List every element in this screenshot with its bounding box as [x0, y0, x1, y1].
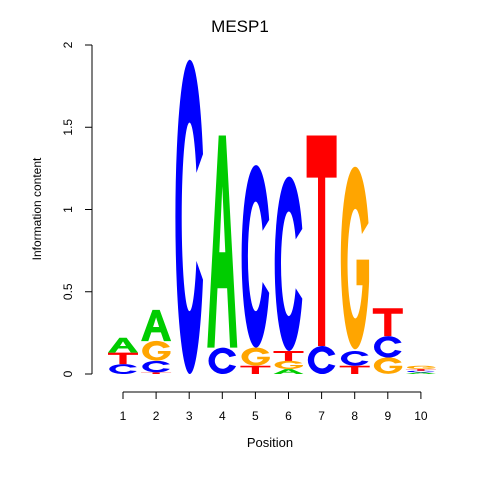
- logo-letter-t: [273, 350, 304, 361]
- logo-letter-c: [407, 370, 435, 373]
- x-tick-label: 8: [351, 409, 358, 423]
- x-tick-label: 5: [252, 409, 259, 423]
- logo-letter-a: [108, 337, 138, 353]
- logo-letter-c: [208, 347, 237, 374]
- logo-letter-t: [339, 365, 370, 374]
- y-tick-label: 1: [61, 206, 75, 213]
- logo-letter-c: [340, 350, 369, 366]
- logo-letter-c: [175, 59, 203, 375]
- logo-letter-t: [306, 135, 337, 347]
- logo-letter-t: [372, 308, 403, 337]
- logo-letter-a: [405, 372, 436, 374]
- logo-letter-g: [241, 347, 270, 366]
- logo-letter-t: [141, 372, 172, 374]
- logo-letter-g: [274, 360, 303, 369]
- logo-letter-g: [373, 357, 403, 374]
- logo-letter-a: [141, 309, 172, 342]
- logo-letter-a: [273, 369, 304, 374]
- logo-letter-t: [405, 369, 436, 371]
- chart-title: MESP1: [211, 17, 269, 36]
- x-axis-label: Position: [247, 435, 293, 450]
- logo-letter-t: [240, 365, 271, 374]
- logo-letter-c: [142, 360, 170, 373]
- logo-letters: [108, 59, 436, 375]
- x-tick-label: 9: [384, 409, 391, 423]
- logo-letter-c: [109, 364, 137, 374]
- x-tick-label: 7: [318, 409, 325, 423]
- logo-letter-c: [374, 336, 402, 358]
- x-tick-label: 10: [414, 409, 428, 423]
- x-tick-label: 2: [153, 409, 160, 423]
- x-axis: 1 2 3 4 5 6 7 8 9 10: [120, 391, 428, 423]
- logo-letter-c: [307, 346, 336, 374]
- logo-letter-t: [108, 352, 138, 365]
- x-tick-label: 4: [219, 409, 226, 423]
- y-tick-label: 0.5: [61, 283, 75, 300]
- logo-letter-c: [241, 165, 270, 348]
- logo-letter-g: [340, 166, 370, 350]
- x-tick-label: 1: [120, 409, 127, 423]
- x-tick-label: 3: [186, 409, 193, 423]
- y-tick-label: 1.5: [61, 119, 75, 136]
- y-axis: 0 0.5 1 1.5 2: [61, 41, 93, 377]
- y-axis-label: Information content: [30, 157, 44, 260]
- x-tick-label: 6: [285, 409, 292, 423]
- logo-letter-g: [142, 340, 171, 361]
- y-tick-label: 2: [61, 41, 75, 48]
- y-tick-label: 0: [61, 370, 75, 377]
- logo-letter-a: [207, 135, 238, 348]
- logo-letter-g: [406, 365, 436, 370]
- logo-letter-c: [274, 176, 303, 351]
